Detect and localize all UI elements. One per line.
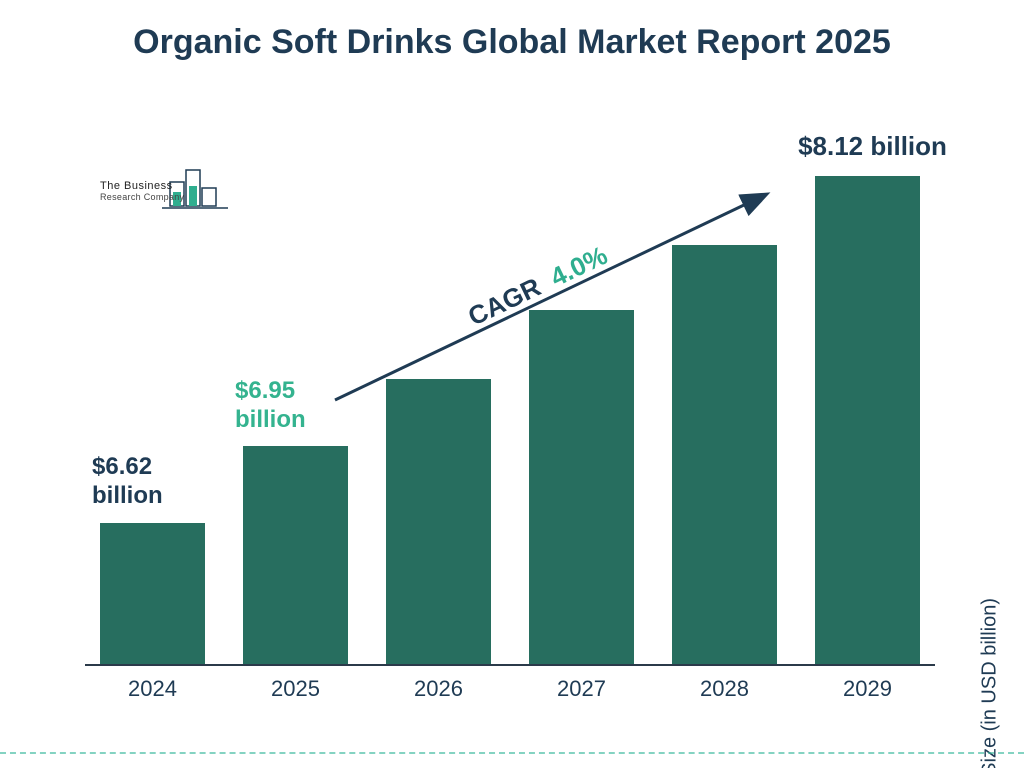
value-callout: $6.95billion <box>235 377 306 435</box>
cagr-arrow <box>0 0 1024 768</box>
x-tick-label: 2029 <box>815 676 920 702</box>
x-tick-label: 2025 <box>243 676 348 702</box>
y-axis-title: Market Size (in USD billion) <box>979 598 1002 768</box>
x-tick-label: 2028 <box>672 676 777 702</box>
value-callout: $8.12 billion <box>785 131 960 162</box>
x-tick-label: 2027 <box>529 676 634 702</box>
value-callout: $6.62billion <box>92 453 163 511</box>
x-tick-label: 2026 <box>386 676 491 702</box>
bottom-divider <box>0 752 1024 754</box>
chart-canvas: Organic Soft Drinks Global Market Report… <box>0 0 1024 768</box>
x-tick-label: 2024 <box>100 676 205 702</box>
